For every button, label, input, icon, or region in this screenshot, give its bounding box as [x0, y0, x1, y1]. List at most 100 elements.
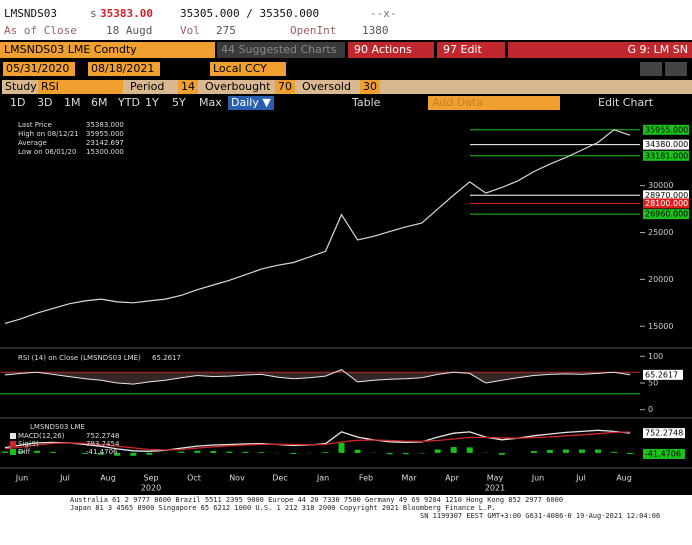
- legend-name: MACD(12,26): [18, 432, 65, 440]
- study-box[interactable]: [38, 80, 123, 94]
- diff-bar: [50, 451, 57, 453]
- y-tick-label: 50: [648, 379, 658, 388]
- x-tick-label: Feb: [359, 474, 373, 483]
- y-tick-label: 25000: [648, 228, 673, 237]
- diff-bar: [354, 449, 361, 453]
- currency-box[interactable]: [210, 62, 286, 76]
- x-tick-label: Sep: [143, 474, 158, 483]
- reference-label-box: [643, 198, 689, 209]
- diff-bar: [226, 451, 233, 453]
- rsi-legend: RSI (14) on Close (LMSNDS03 LME): [18, 354, 141, 362]
- period-button[interactable]: 5Y: [172, 96, 186, 109]
- oi-label: OpenInt: [290, 24, 336, 37]
- x-tick-label: Aug: [100, 474, 116, 483]
- period-button[interactable]: 3D: [37, 96, 52, 109]
- reference-label: 33181.000: [645, 151, 688, 160]
- oversold-box[interactable]: [360, 80, 380, 94]
- period-button[interactable]: YTD: [117, 96, 140, 109]
- security: LMSNDS03 LME Comdty: [4, 43, 137, 56]
- close-label: As of Close: [4, 24, 77, 37]
- x-tick-label: May: [487, 474, 504, 483]
- diff-bar: [146, 452, 153, 455]
- edit-chart[interactable]: Edit Chart: [598, 96, 654, 109]
- start-date[interactable]: 05/31/2020: [6, 62, 69, 75]
- bid-ask: 35305.000 / 35350.000: [180, 7, 319, 20]
- diff-bar: [322, 452, 329, 453]
- value-label-box: [643, 448, 685, 459]
- last-price: 35383.00: [100, 7, 153, 20]
- suggested[interactable]: 44 Suggested Charts: [221, 43, 337, 56]
- x-tick-label: Jan: [316, 474, 329, 483]
- actions[interactable]: 90 Actions: [354, 43, 412, 56]
- period-button[interactable]: Max: [199, 96, 222, 109]
- overbought[interactable]: 70: [278, 80, 292, 93]
- macd-title: LMSNDS03 LME: [30, 423, 85, 431]
- close-date: 18 Augd: [106, 24, 152, 37]
- rsi-legend-value: 65.2617: [152, 354, 181, 362]
- diff-bar: [530, 451, 537, 453]
- suggested-button[interactable]: [217, 42, 345, 58]
- diff-bar: [338, 442, 345, 453]
- x-tick-label: Dec: [272, 474, 287, 483]
- reference-label: 26960.000: [645, 210, 688, 219]
- reference-label: 28100.000: [645, 199, 688, 208]
- period[interactable]: 14: [181, 80, 195, 93]
- reference-label-box: [643, 190, 689, 201]
- x-tick-label: Apr: [445, 474, 460, 483]
- refresh-button[interactable]: [665, 62, 687, 76]
- end-date-box[interactable]: [88, 62, 160, 76]
- start-date-box[interactable]: [3, 62, 75, 76]
- footer-line: Australia 61 2 9777 8600 Brazil 5511 239…: [70, 496, 563, 504]
- x-year-label: 2021: [485, 484, 505, 493]
- period-button[interactable]: 1M: [64, 96, 81, 109]
- reference-label: 28970.000: [645, 191, 688, 200]
- x-tick-label: Jun: [15, 474, 29, 483]
- x-tick-label: Nov: [229, 474, 245, 483]
- legend-name: Diff: [18, 448, 30, 456]
- legend-swatch: [10, 449, 16, 455]
- diff-bar: [450, 447, 457, 453]
- study-label: Study: [5, 80, 37, 93]
- oversold[interactable]: 30: [363, 80, 377, 93]
- frequency-box[interactable]: [228, 96, 274, 110]
- rsi-label-box: [643, 369, 683, 380]
- y-tick-label: 0: [648, 405, 653, 414]
- study-bar: [2, 80, 692, 94]
- period-box[interactable]: [178, 80, 198, 94]
- currency[interactable]: Local CCY: [213, 62, 267, 75]
- period-button[interactable]: 1D: [10, 96, 25, 109]
- actions-button[interactable]: [348, 42, 434, 58]
- x-tick-label: Oct: [187, 474, 201, 483]
- overbought-box[interactable]: [275, 80, 295, 94]
- x-tick-label: Jun: [531, 474, 545, 483]
- edit-button[interactable]: [437, 42, 505, 58]
- reference-label-box: [643, 209, 689, 220]
- diff-bar: [82, 452, 89, 454]
- reference-label-box: [643, 150, 689, 161]
- reference-label-box: [643, 124, 689, 135]
- legend-value: -41.4706: [86, 448, 118, 456]
- add-data-box[interactable]: [428, 96, 560, 110]
- diff-bar: [18, 450, 25, 453]
- end-date[interactable]: 08/18/2021: [91, 62, 154, 75]
- diff-bar: [98, 452, 105, 455]
- period-button[interactable]: 1Y: [145, 96, 159, 109]
- legend-label: High on 08/12/21: [18, 130, 79, 138]
- legend-value: 752.2748: [86, 432, 119, 440]
- diff-bar: [242, 451, 249, 453]
- diff-bar: [578, 449, 585, 453]
- table-button[interactable]: Table: [351, 96, 381, 109]
- frequency[interactable]: Daily ▼: [231, 96, 271, 109]
- reference-label-box: [643, 139, 689, 150]
- add-data[interactable]: Add Data: [432, 96, 483, 109]
- period-button[interactable]: 6M: [91, 96, 108, 109]
- diff-bar: [34, 450, 41, 453]
- diff-bar: [434, 449, 441, 453]
- x-tick-label: Mar: [401, 474, 417, 483]
- study-name[interactable]: RSI: [41, 80, 59, 93]
- diff-bar: [594, 449, 601, 453]
- edit[interactable]: 97 Edit: [443, 43, 482, 56]
- undo-button[interactable]: [640, 62, 662, 76]
- diff-bar: [466, 447, 473, 453]
- legend-label: Last Price: [18, 121, 52, 129]
